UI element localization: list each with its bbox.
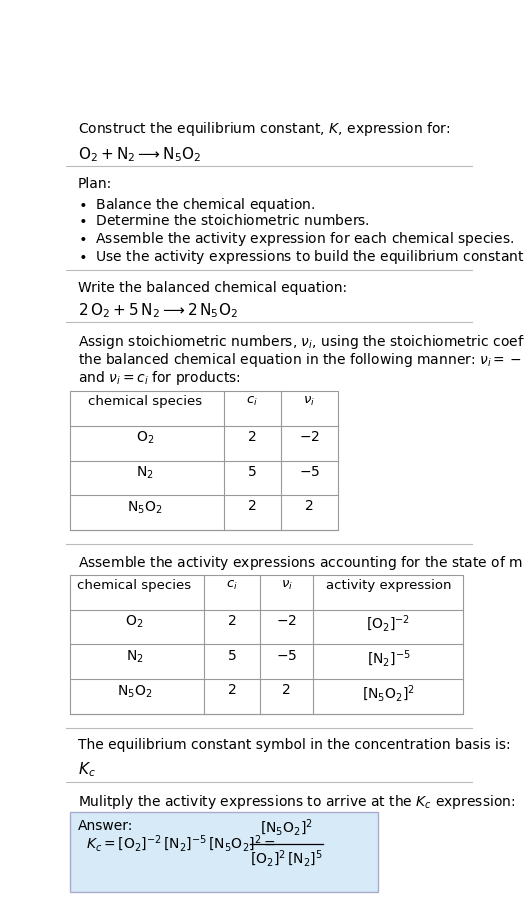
Text: $\mathrm{2\,O_2 + 5\,N_2 \longrightarrow 2\,N_5O_2}$: $\mathrm{2\,O_2 + 5\,N_2 \longrightarrow…: [78, 302, 237, 321]
Text: and $\nu_i = c_i$ for products:: and $\nu_i = c_i$ for products:: [78, 369, 241, 387]
Text: 2: 2: [227, 614, 236, 628]
Bar: [70, 813, 378, 892]
Text: $\mathrm{N_5O_2}$: $\mathrm{N_5O_2}$: [117, 683, 152, 700]
Text: Mulitply the activity expressions to arrive at the $K_c$ expression:: Mulitply the activity expressions to arr…: [78, 793, 515, 811]
Text: $\bullet$  Assemble the activity expression for each chemical species.: $\bullet$ Assemble the activity expressi…: [78, 231, 514, 248]
Text: Construct the equilibrium constant, $K$, expression for:: Construct the equilibrium constant, $K$,…: [78, 120, 450, 138]
Text: 2: 2: [282, 683, 291, 697]
Text: $\nu_i$: $\nu_i$: [281, 579, 293, 592]
Text: the balanced chemical equation in the following manner: $\nu_i = -c_i$ for react: the balanced chemical equation in the fo…: [78, 351, 524, 369]
Text: $\bullet$  Balance the chemical equation.: $\bullet$ Balance the chemical equation.: [78, 196, 315, 214]
Text: $c_i$: $c_i$: [226, 579, 238, 592]
Text: $-2$: $-2$: [299, 430, 320, 444]
Text: $[\mathrm{N_5O_2}]^{2}$: $[\mathrm{N_5O_2}]^{2}$: [260, 818, 313, 839]
Text: Assemble the activity expressions accounting for the state of matter and $\nu_i$: Assemble the activity expressions accoun…: [78, 554, 524, 572]
Text: 2: 2: [248, 430, 257, 444]
Text: Assign stoichiometric numbers, $\nu_i$, using the stoichiometric coefficients, $: Assign stoichiometric numbers, $\nu_i$, …: [78, 332, 524, 350]
Text: 5: 5: [248, 465, 257, 478]
Text: Answer:: Answer:: [78, 819, 133, 833]
Text: $c_i$: $c_i$: [246, 396, 258, 408]
Text: 5: 5: [227, 649, 236, 662]
Text: Write the balanced chemical equation:: Write the balanced chemical equation:: [78, 281, 347, 295]
Text: $[\mathrm{O_2}]^{2}\,[\mathrm{N_2}]^{5}$: $[\mathrm{O_2}]^{2}\,[\mathrm{N_2}]^{5}$: [250, 849, 323, 869]
Text: $-2$: $-2$: [276, 614, 297, 628]
Text: chemical species: chemical species: [88, 396, 202, 408]
Text: $\bullet$  Use the activity expressions to build the equilibrium constant expres: $\bullet$ Use the activity expressions t…: [78, 248, 524, 266]
Text: $-5$: $-5$: [299, 465, 320, 478]
Text: $-5$: $-5$: [276, 649, 298, 662]
Text: chemical species: chemical species: [78, 579, 192, 592]
Text: $\mathrm{N_2}$: $\mathrm{N_2}$: [126, 649, 144, 665]
Text: 2: 2: [227, 683, 236, 697]
Text: 2: 2: [248, 499, 257, 514]
Text: The equilibrium constant symbol in the concentration basis is:: The equilibrium constant symbol in the c…: [78, 738, 510, 752]
Text: $\mathrm{N_5O_2}$: $\mathrm{N_5O_2}$: [127, 499, 162, 515]
Bar: [70, 575, 464, 714]
Text: $\mathrm{O_2}$: $\mathrm{O_2}$: [125, 614, 144, 631]
Text: $\nu_i$: $\nu_i$: [303, 396, 315, 408]
Text: $K_c$: $K_c$: [78, 760, 95, 779]
Bar: [70, 391, 337, 530]
Text: $\mathrm{O_2}$: $\mathrm{O_2}$: [136, 430, 154, 446]
Text: $\mathrm{O_2 + N_2 \longrightarrow N_5O_2}$: $\mathrm{O_2 + N_2 \longrightarrow N_5O_…: [78, 146, 201, 164]
Text: $\mathrm{N_2}$: $\mathrm{N_2}$: [136, 465, 154, 481]
Text: Plan:: Plan:: [78, 177, 112, 191]
Text: $[\mathrm{N_5O_2}]^{2}$: $[\mathrm{N_5O_2}]^{2}$: [362, 683, 415, 704]
Text: $\bullet$  Determine the stoichiometric numbers.: $\bullet$ Determine the stoichiometric n…: [78, 213, 369, 228]
Text: $K_c = [\mathrm{O_2}]^{-2}\,[\mathrm{N_2}]^{-5}\,[\mathrm{N_5O_2}]^{2} = $: $K_c = [\mathrm{O_2}]^{-2}\,[\mathrm{N_2…: [86, 833, 276, 854]
Text: $[\mathrm{O_2}]^{-2}$: $[\mathrm{O_2}]^{-2}$: [366, 614, 410, 634]
Text: 2: 2: [305, 499, 313, 514]
Text: activity expression: activity expression: [325, 579, 451, 592]
Text: $[\mathrm{N_2}]^{-5}$: $[\mathrm{N_2}]^{-5}$: [366, 649, 410, 669]
